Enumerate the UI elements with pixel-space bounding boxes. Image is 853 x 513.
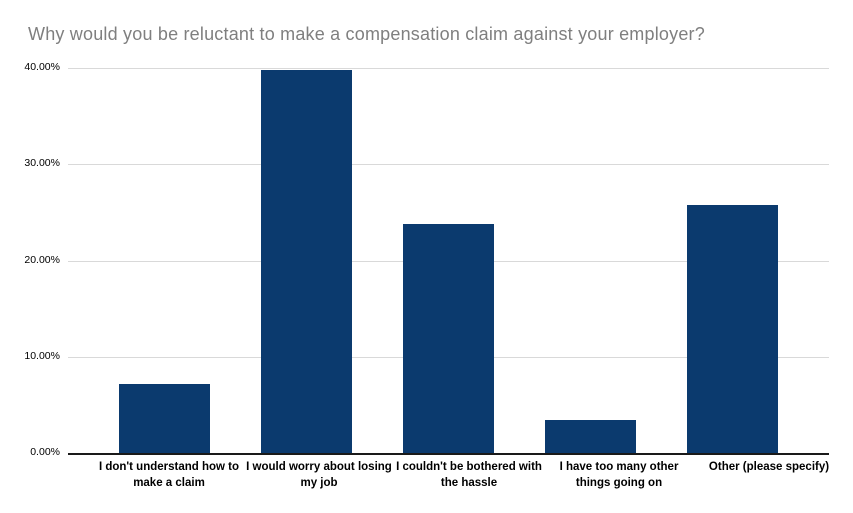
gridline xyxy=(68,68,829,69)
bar xyxy=(261,69,353,453)
y-tick-label: 30.00% xyxy=(24,157,60,170)
bar-slot xyxy=(378,68,520,453)
x-label-slot: I would worry about losing my job xyxy=(244,459,394,491)
x-label-slot: I couldn't be bothered with the hassle xyxy=(394,459,544,491)
x-category-label: Other (please specify) xyxy=(708,461,830,473)
y-tick-label: 10.00% xyxy=(24,349,60,362)
bar-slot xyxy=(94,68,236,453)
bar-slot xyxy=(519,68,661,453)
x-category-label: I couldn't be bothered with the hassle xyxy=(396,461,542,489)
x-label-slot: I have too many other things going on xyxy=(544,459,694,491)
x-label-slot: I don't understand how to make a claim xyxy=(94,459,244,491)
bar-slot xyxy=(661,68,803,453)
y-tick-label: 20.00% xyxy=(24,253,60,266)
bars xyxy=(68,68,829,453)
y-axis-tick-labels: 0.00% 10.00% 20.00% 30.00% 40.00% xyxy=(0,61,60,458)
x-category-label: I have too many other things going on xyxy=(559,461,679,489)
x-axis-category-labels: I don't understand how to make a claim I … xyxy=(68,459,829,491)
gridline xyxy=(68,164,829,166)
bar xyxy=(119,383,211,453)
bar xyxy=(402,223,494,453)
chart-title: Why would you be reluctant to make a com… xyxy=(28,24,705,44)
y-tick-label: 40.00% xyxy=(24,61,60,73)
x-category-label: I would worry about losing my job xyxy=(246,461,392,489)
bar xyxy=(544,420,636,453)
x-category-label: I don't understand how to make a claim xyxy=(98,461,240,489)
x-label-slot: Other (please specify) xyxy=(694,459,844,491)
plot-area xyxy=(68,68,829,455)
bar xyxy=(686,204,778,453)
bar-slot xyxy=(236,68,378,453)
y-tick-label: 0.00% xyxy=(30,446,60,458)
